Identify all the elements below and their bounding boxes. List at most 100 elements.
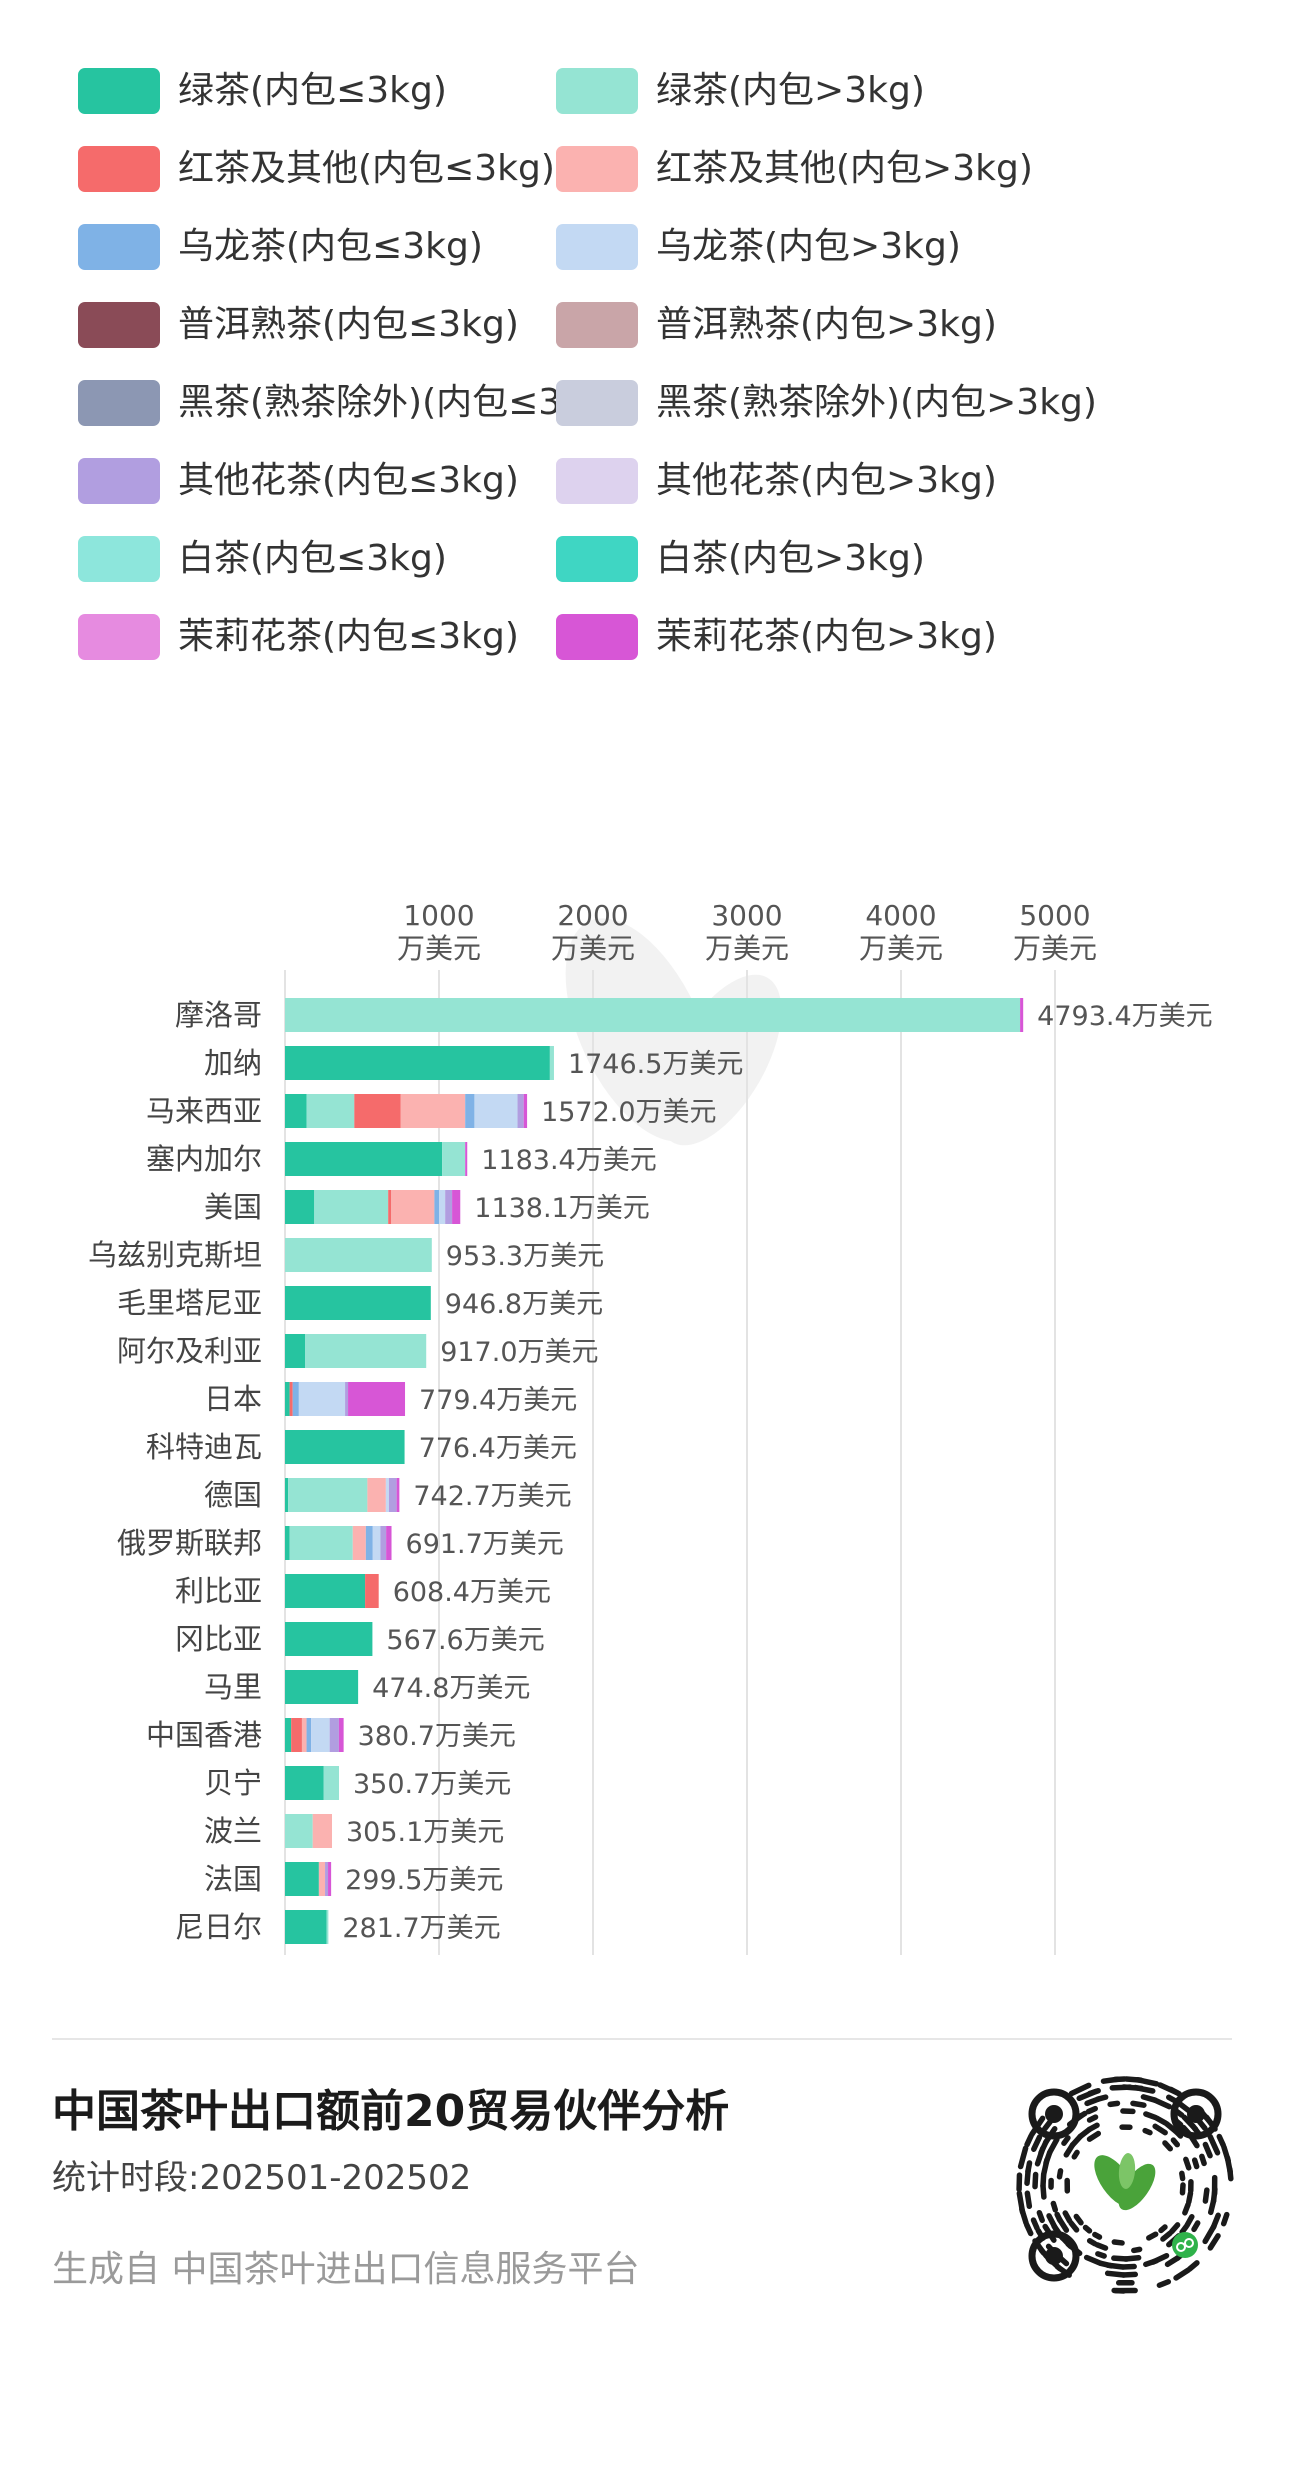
- bar-segment[interactable]: [285, 998, 1021, 1032]
- legend-label: 茉莉花茶(内包≤3kg): [178, 616, 519, 657]
- legend-swatch: [78, 146, 160, 192]
- bar-segment[interactable]: [285, 1574, 366, 1608]
- category-label: 美国: [204, 1190, 262, 1224]
- footer-divider: [52, 2038, 1232, 2040]
- bar-segment[interactable]: [442, 1142, 466, 1176]
- value-label: 608.4万美元: [393, 1577, 551, 1608]
- legend-label: 其他花茶(内包>3kg): [656, 460, 997, 501]
- bar-segment[interactable]: [388, 1478, 397, 1512]
- category-label: 毛里塔尼亚: [117, 1286, 262, 1320]
- bar-segment[interactable]: [285, 1622, 373, 1656]
- bar-segment[interactable]: [285, 1766, 324, 1800]
- bar-segment[interactable]: [326, 1910, 329, 1944]
- x-tick-unit: 万美元: [397, 932, 481, 965]
- bar-segment[interactable]: [285, 1046, 550, 1080]
- bar-segment[interactable]: [292, 1382, 299, 1416]
- bar-segment[interactable]: [328, 1862, 332, 1896]
- bar-segment[interactable]: [372, 1526, 381, 1560]
- category-label: 俄罗斯联邦: [117, 1526, 262, 1560]
- bar-segment[interactable]: [386, 1526, 392, 1560]
- bar-segment[interactable]: [312, 1814, 332, 1848]
- bar-segment[interactable]: [285, 1430, 405, 1464]
- bar-segment[interactable]: [289, 1382, 293, 1416]
- bar-segment[interactable]: [285, 1910, 327, 1944]
- bar-segment[interactable]: [391, 1190, 435, 1224]
- bar-segment[interactable]: [291, 1718, 302, 1752]
- bar-segment[interactable]: [305, 1334, 427, 1368]
- bar-segment[interactable]: [285, 1814, 313, 1848]
- bar-segment[interactable]: [285, 1142, 443, 1176]
- bar-segment[interactable]: [517, 1094, 524, 1128]
- qr-code-icon[interactable]: [1010, 2070, 1240, 2300]
- bar-segment[interactable]: [285, 1286, 431, 1320]
- bar-segment[interactable]: [306, 1718, 312, 1752]
- bar-segment[interactable]: [354, 1094, 401, 1128]
- bar-segment[interactable]: [365, 1526, 373, 1560]
- bar-segment[interactable]: [329, 1718, 339, 1752]
- x-tick-unit: 万美元: [705, 932, 789, 965]
- bar-segment[interactable]: [314, 1190, 389, 1224]
- bar-segment[interactable]: [1020, 998, 1024, 1032]
- bar-segment[interactable]: [306, 1094, 355, 1128]
- legend-swatch: [78, 302, 160, 348]
- bar-segment[interactable]: [396, 1478, 400, 1512]
- bar-segment[interactable]: [323, 1766, 340, 1800]
- bar-segment[interactable]: [285, 1382, 290, 1416]
- bar-segment[interactable]: [285, 1718, 292, 1752]
- bar-segment[interactable]: [367, 1478, 386, 1512]
- value-label: 776.4万美元: [419, 1433, 577, 1464]
- bar-segment[interactable]: [285, 1526, 290, 1560]
- bar-segment[interactable]: [452, 1190, 461, 1224]
- bar-segment[interactable]: [385, 1478, 389, 1512]
- bar-segment[interactable]: [311, 1718, 330, 1752]
- legend-label: 绿茶(内包>3kg): [656, 70, 925, 111]
- category-label: 乌兹别克斯坦: [88, 1238, 262, 1272]
- value-label: 380.7万美元: [358, 1721, 516, 1752]
- qr-finder-eye: [1028, 2230, 1080, 2282]
- category-label: 法国: [204, 1862, 262, 1896]
- bar-segment[interactable]: [465, 1094, 475, 1128]
- bar-segment[interactable]: [289, 1526, 353, 1560]
- bar-segment[interactable]: [285, 1670, 359, 1704]
- bar-segment[interactable]: [445, 1190, 453, 1224]
- value-label: 4793.4万美元: [1037, 1001, 1212, 1032]
- qr-finder-eye: [1170, 2088, 1222, 2140]
- legend-swatch: [78, 224, 160, 270]
- bar-segment[interactable]: [285, 1190, 315, 1224]
- bar-segment[interactable]: [523, 1094, 528, 1128]
- bar-segment[interactable]: [348, 1382, 406, 1416]
- legend-swatch: [556, 68, 638, 114]
- bar-segment[interactable]: [285, 1238, 432, 1272]
- category-label: 阿尔及利亚: [117, 1334, 262, 1368]
- legend-swatch: [78, 380, 160, 426]
- legend-label: 乌龙茶(内包≤3kg): [178, 226, 483, 267]
- bar-segment[interactable]: [365, 1574, 379, 1608]
- bar-segment[interactable]: [338, 1718, 344, 1752]
- bar-segment[interactable]: [400, 1094, 466, 1128]
- bar-segment[interactable]: [285, 1094, 307, 1128]
- bar-segment[interactable]: [345, 1382, 349, 1416]
- bar-segment[interactable]: [465, 1142, 468, 1176]
- bar-segment[interactable]: [301, 1718, 307, 1752]
- bar-segment[interactable]: [298, 1382, 346, 1416]
- bar-segment[interactable]: [352, 1526, 366, 1560]
- bar-segment[interactable]: [380, 1526, 387, 1560]
- category-label: 塞内加尔: [146, 1142, 262, 1176]
- bar-segment[interactable]: [285, 1862, 319, 1896]
- category-label: 日本: [204, 1382, 262, 1416]
- bar-segment[interactable]: [325, 1862, 329, 1896]
- bar-segment[interactable]: [285, 1334, 306, 1368]
- legend-label: 乌龙茶(内包>3kg): [656, 226, 961, 267]
- bar-segment[interactable]: [434, 1190, 439, 1224]
- legend: 绿茶(内包≤3kg) 绿茶(内包>3kg) 红茶及其他(内包≤3kg) 红茶及其他(内…: [0, 0, 1304, 700]
- source-note: 生成自 中国茶叶进出口信息服务平台: [52, 2249, 640, 2290]
- bar-segment[interactable]: [285, 1478, 289, 1512]
- bar-segment[interactable]: [388, 1190, 392, 1224]
- value-label: 742.7万美元: [413, 1481, 571, 1512]
- bar-segment[interactable]: [549, 1046, 554, 1080]
- bar-segment[interactable]: [439, 1190, 446, 1224]
- bar-segment[interactable]: [288, 1478, 368, 1512]
- bar-segment[interactable]: [474, 1094, 518, 1128]
- bar-segment[interactable]: [318, 1862, 326, 1896]
